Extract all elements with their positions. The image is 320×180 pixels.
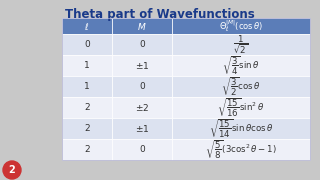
Text: $\Theta_\ell^{|M|}(\cos\theta)$: $\Theta_\ell^{|M|}(\cos\theta)$ [219,18,263,34]
Text: 0: 0 [139,40,145,49]
Bar [172,18,310,34]
Text: $\sqrt{\dfrac{15}{16}}\sin^2\theta$: $\sqrt{\dfrac{15}{16}}\sin^2\theta$ [217,96,265,119]
Bar [62,34,112,55]
Bar [112,118,172,139]
Bar [112,97,172,118]
Text: $\ell$: $\ell$ [84,21,90,31]
Text: Theta part of Wavefunctions: Theta part of Wavefunctions [65,8,255,21]
Text: 2: 2 [84,145,90,154]
Text: $\sqrt{\dfrac{5}{8}}(3\cos^2\theta - 1)$: $\sqrt{\dfrac{5}{8}}(3\cos^2\theta - 1)$ [205,138,277,161]
Bar [172,118,310,139]
Text: 0: 0 [139,145,145,154]
Text: $\sqrt{\dfrac{3}{4}}\sin\theta$: $\sqrt{\dfrac{3}{4}}\sin\theta$ [222,54,260,76]
Bar [62,55,112,76]
Bar [62,18,112,34]
Bar [112,76,172,97]
Bar [172,97,310,118]
Text: $M$: $M$ [137,21,147,31]
Bar [112,55,172,76]
Bar [172,55,310,76]
Bar [172,34,310,55]
Bar [62,76,112,97]
Bar [112,18,172,34]
Text: $\pm 1$: $\pm 1$ [135,123,149,134]
Text: $\pm 2$: $\pm 2$ [135,102,149,113]
Bar [62,139,112,160]
Bar [112,34,172,55]
Text: 1: 1 [84,61,90,70]
Bar [62,18,310,160]
Text: 2: 2 [9,165,15,175]
Bar [172,139,310,160]
Bar [62,18,310,160]
Text: 2: 2 [84,124,90,133]
Text: $\dfrac{1}{\sqrt{2}}$: $\dfrac{1}{\sqrt{2}}$ [233,34,249,55]
Text: $\sqrt{\dfrac{3}{2}}\cos\theta$: $\sqrt{\dfrac{3}{2}}\cos\theta$ [221,75,261,98]
Bar [172,76,310,97]
Bar [62,97,112,118]
Text: $\sqrt{\dfrac{15}{14}}\sin\theta\cos\theta$: $\sqrt{\dfrac{15}{14}}\sin\theta\cos\the… [209,117,273,140]
Circle shape [3,161,21,179]
Text: 1: 1 [84,82,90,91]
Bar [112,139,172,160]
Text: $\pm 1$: $\pm 1$ [135,60,149,71]
Text: 0: 0 [84,40,90,49]
Text: 2: 2 [84,103,90,112]
Text: 0: 0 [139,82,145,91]
Bar [62,118,112,139]
